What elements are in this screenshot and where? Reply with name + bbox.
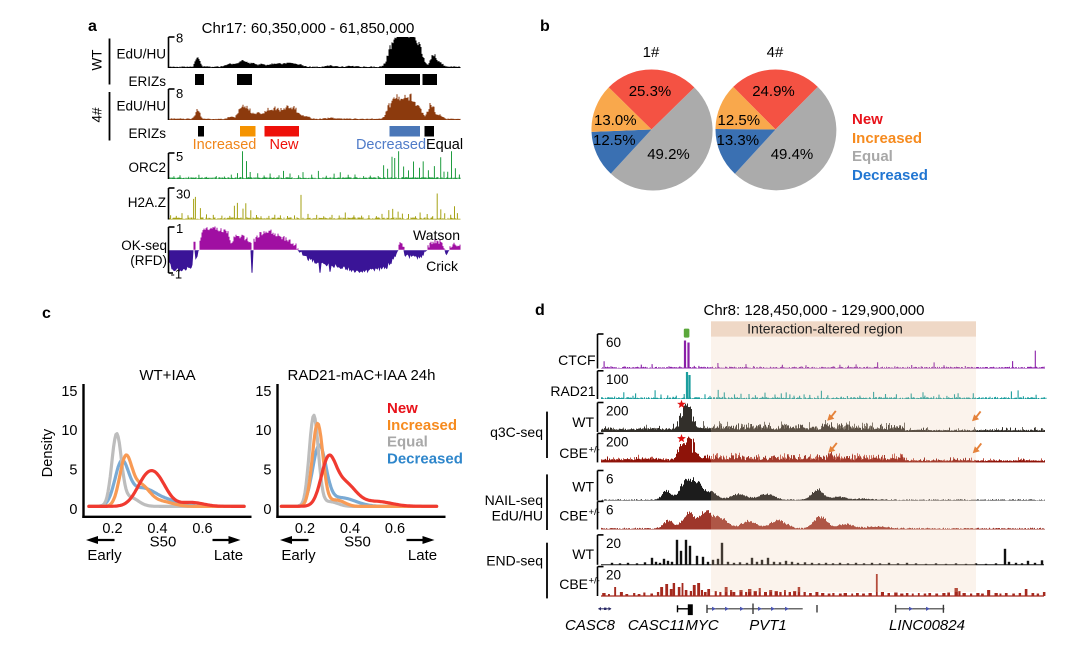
svg-text:END-seq: END-seq [486,553,543,569]
svg-text:Late: Late [214,547,243,564]
svg-text:Decreased: Decreased [356,137,426,153]
svg-text:8: 8 [176,86,183,101]
svg-text:RAD21: RAD21 [550,383,595,399]
svg-text:MYC: MYC [685,617,719,634]
svg-text:13.3%: 13.3% [717,132,760,149]
svg-text:NAIL-seq: NAIL-seq [485,492,543,508]
svg-text:Equal: Equal [426,137,463,153]
svg-text:WT: WT [90,50,105,71]
svg-text:4#: 4# [767,44,784,61]
svg-text:WT: WT [572,414,594,430]
svg-text:30: 30 [176,187,190,202]
svg-text:Chr17: 60,350,000 - 61,850,000: Chr17: 60,350,000 - 61,850,000 [202,20,415,37]
svg-text:New: New [269,137,299,153]
svg-text:Equal: Equal [387,434,428,451]
svg-text:q3C-seq: q3C-seq [490,424,543,440]
svg-text:c: c [42,305,51,322]
svg-text:6: 6 [606,472,614,487]
svg-text:CASC11: CASC11 [628,617,685,634]
svg-text:Density: Density [40,428,56,477]
svg-text:Increased: Increased [193,137,257,153]
svg-text:CBE: CBE [559,445,588,461]
svg-text:ERIZs: ERIZs [128,126,166,141]
svg-text:Interaction-altered region: Interaction-altered region [747,321,903,337]
svg-text:6: 6 [606,502,614,517]
svg-text:OK-seq: OK-seq [121,238,167,253]
svg-text:0.2: 0.2 [102,521,122,537]
svg-text:1#: 1# [643,44,660,61]
svg-text:Early: Early [87,547,122,564]
svg-text:ORC2: ORC2 [128,160,166,175]
svg-text:8: 8 [176,31,183,46]
svg-text:0.6: 0.6 [192,521,212,537]
svg-text:LINC00824: LINC00824 [889,617,965,634]
svg-text:Watson: Watson [413,227,460,243]
svg-text:200: 200 [606,404,629,419]
svg-text:PVT1: PVT1 [749,617,787,634]
svg-text:100: 100 [606,372,629,387]
svg-text:13.0%: 13.0% [594,112,637,129]
svg-text:5: 5 [176,149,183,164]
svg-text:d: d [535,302,545,319]
svg-text:0.4: 0.4 [340,521,360,537]
svg-text:20: 20 [606,536,621,551]
svg-text:S50: S50 [344,534,371,551]
svg-text:24.9%: 24.9% [752,83,795,100]
svg-text:25.3%: 25.3% [629,83,672,100]
svg-text:a: a [88,18,97,35]
svg-text:10: 10 [61,423,77,439]
svg-text:49.4%: 49.4% [771,146,814,163]
svg-text:4#: 4# [90,107,105,123]
svg-text:b: b [540,18,550,35]
svg-text:EdU/HU: EdU/HU [116,99,166,114]
svg-text:RAD21-mAC+IAA 24h: RAD21-mAC+IAA 24h [288,367,436,384]
svg-text:Equal: Equal [852,148,893,165]
svg-text:+/-: +/- [589,576,600,587]
svg-text:+/-: +/- [589,507,600,518]
svg-text:Decreased: Decreased [387,451,463,468]
svg-text:0: 0 [69,502,77,518]
svg-text:Chr8: 128,450,000 - 129,900,00: Chr8: 128,450,000 - 129,900,000 [703,302,924,319]
svg-text:60: 60 [606,335,621,350]
svg-text:200: 200 [606,434,629,449]
svg-text:49.2%: 49.2% [647,146,690,163]
svg-text:Crick: Crick [426,258,459,274]
svg-text:(RFD): (RFD) [130,253,167,268]
svg-text:New: New [387,400,418,417]
svg-text:Increased: Increased [852,130,922,147]
svg-text:CASC8: CASC8 [565,617,616,634]
svg-text:0.2: 0.2 [295,521,315,537]
svg-text:5: 5 [69,463,77,479]
svg-text:WT: WT [572,479,594,495]
svg-text:Early: Early [281,547,316,564]
svg-text:CBE: CBE [559,576,588,592]
svg-text:CTCF: CTCF [558,352,595,368]
svg-text:1: 1 [176,221,183,236]
svg-text:-1: -1 [171,267,183,282]
svg-text:EdU/HU: EdU/HU [116,47,166,62]
svg-text:EdU/HU: EdU/HU [492,508,543,524]
svg-text:15: 15 [61,384,77,400]
svg-text:H2A.Z: H2A.Z [128,195,166,210]
svg-text:0: 0 [263,502,271,518]
svg-text:Late: Late [408,547,437,564]
svg-text:10: 10 [255,423,271,439]
svg-text:Increased: Increased [387,417,457,434]
svg-text:WT: WT [572,546,594,562]
svg-text:ERIZs: ERIZs [128,74,166,89]
svg-text:Decreased: Decreased [852,167,928,184]
svg-text:0.4: 0.4 [147,521,167,537]
svg-text:WT+IAA: WT+IAA [139,367,195,384]
svg-text:5: 5 [263,463,271,479]
svg-text:12.5%: 12.5% [718,112,761,129]
svg-text:12.5%: 12.5% [593,132,636,149]
svg-text:0.6: 0.6 [385,521,405,537]
svg-text:20: 20 [606,568,621,583]
svg-text:15: 15 [255,384,271,400]
svg-text:New: New [852,111,883,128]
svg-text:CBE: CBE [559,508,588,524]
svg-text:+/-: +/- [589,445,600,456]
svg-text:S50: S50 [150,534,177,551]
